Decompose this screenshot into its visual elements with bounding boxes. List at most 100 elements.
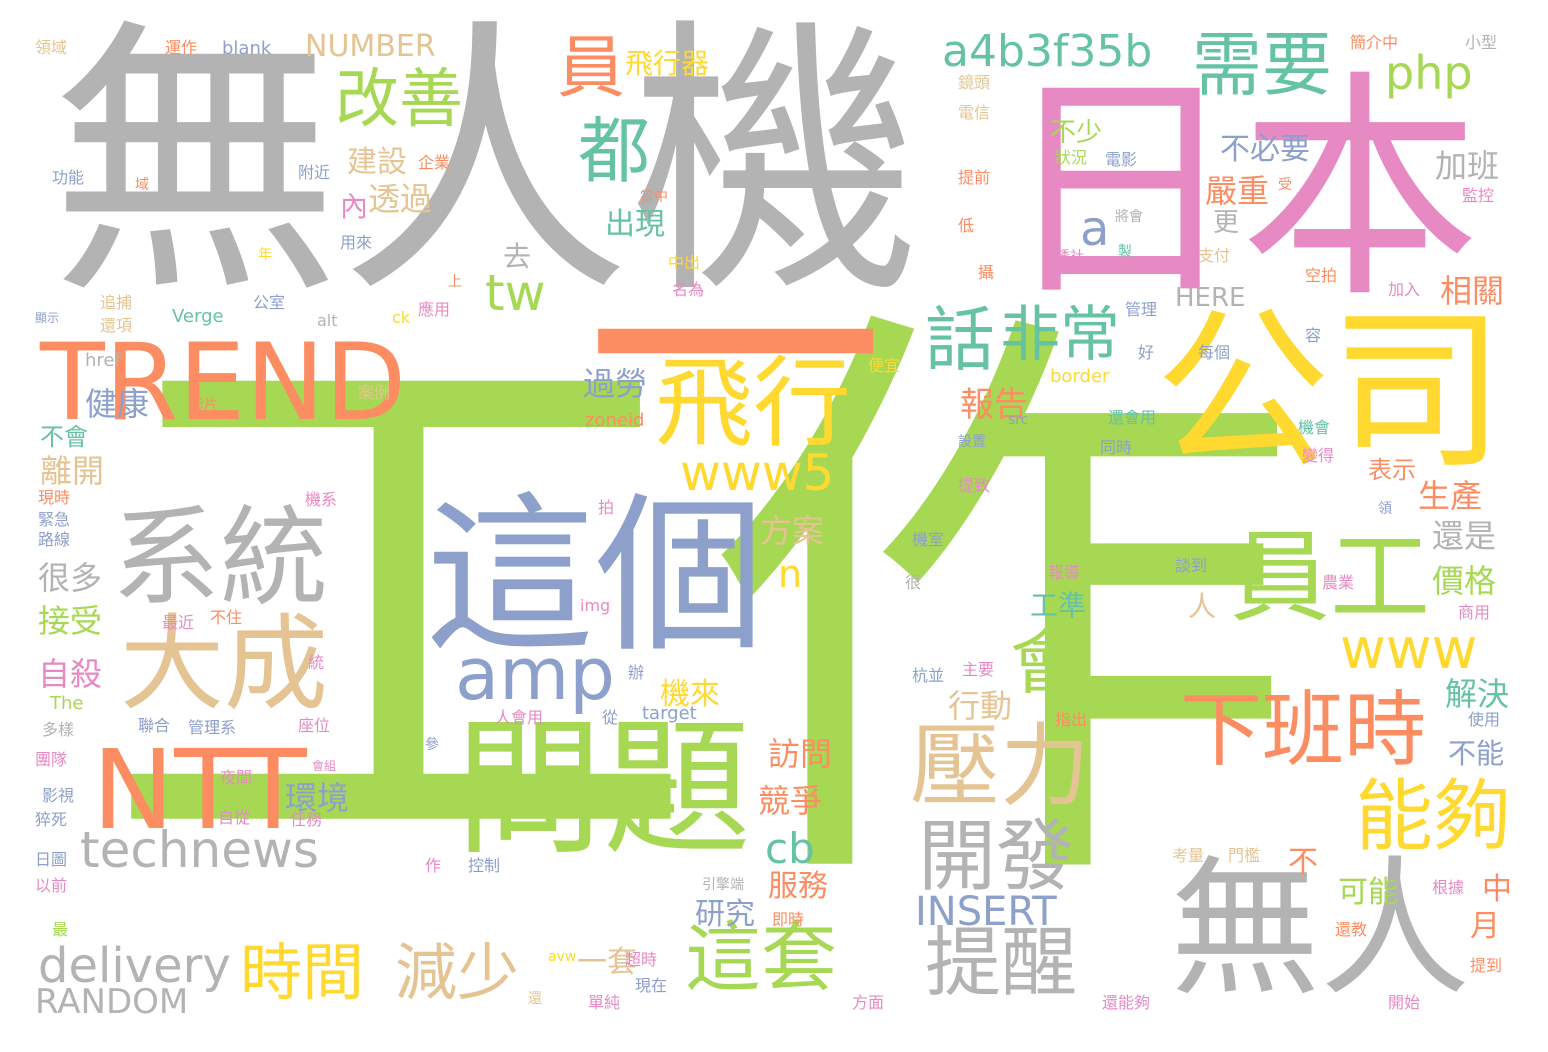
- word-企業: 企業: [418, 153, 451, 172]
- word-系統: 系統: [112, 496, 329, 621]
- word-ck: ck: [392, 308, 411, 327]
- word-日圖: 日圖: [35, 850, 68, 869]
- word-小型: 小型: [1465, 33, 1498, 52]
- word-會: 會: [1010, 622, 1080, 704]
- word-NTT: NTT: [92, 726, 307, 854]
- word-過勞: 過勞: [583, 365, 648, 403]
- word-統: 統: [308, 653, 325, 672]
- word-能夠: 能夠: [1355, 772, 1512, 862]
- word-technews: technews: [80, 821, 319, 879]
- word-a4b3f35b: a4b3f35b: [942, 26, 1153, 77]
- word-時間: 時間: [240, 936, 365, 1009]
- word-年: 年: [258, 247, 272, 263]
- word-還是: 還是: [1432, 517, 1497, 555]
- word-機來: 機來: [660, 677, 720, 712]
- word-緊急: 緊急: [38, 510, 71, 529]
- word-空拍: 空拍: [1305, 266, 1338, 285]
- word-大成: 大成: [120, 603, 329, 725]
- word-監控: 監控: [1462, 186, 1495, 205]
- word-員工: 員工: [1230, 519, 1430, 636]
- word-追捕: 追捕: [100, 293, 133, 312]
- word-還能夠: 還能夠: [1102, 993, 1151, 1012]
- word-www: www: [1340, 617, 1478, 682]
- word-提致: 提致: [958, 476, 991, 495]
- word-工作: 工作: [100, 260, 1300, 959]
- word-當中: 當中: [640, 189, 668, 205]
- word-指出: 指出: [1055, 710, 1088, 729]
- word-n: n: [778, 552, 803, 596]
- word-還: 還: [528, 991, 542, 1007]
- word-無人機: 無人機: [50, 0, 920, 333]
- word-非常: 非常: [1000, 300, 1120, 370]
- word-下班時: 下班時: [1180, 683, 1427, 778]
- word-猝死: 猝死: [35, 810, 68, 829]
- word-報導: 報導: [1048, 563, 1081, 582]
- word-報告: 報告: [960, 385, 1028, 425]
- word-從: 從: [602, 708, 619, 727]
- word-最近: 最近: [162, 613, 195, 632]
- word-解決: 解決: [1445, 675, 1510, 713]
- word-avw: avw: [548, 949, 577, 965]
- word-路透社: 路透社: [1042, 249, 1084, 265]
- word-功能: 功能: [52, 168, 85, 187]
- word-都: 都: [578, 109, 651, 193]
- word-一: 一: [585, 180, 885, 529]
- word-服務: 服務: [768, 869, 828, 904]
- word-顯示: 顯示: [35, 311, 60, 325]
- word-便宜: 便宜: [868, 356, 901, 375]
- word-座位: 座位: [298, 716, 331, 735]
- word-人會用: 人會用: [495, 708, 544, 727]
- word-即時: 即時: [772, 910, 805, 929]
- word-中出: 中出: [668, 253, 701, 272]
- word-設置: 設置: [958, 434, 986, 450]
- word-方案: 方案: [760, 512, 825, 550]
- word-可能: 可能: [1338, 875, 1398, 910]
- word-價格: 價格: [1432, 562, 1497, 600]
- word-提前: 提前: [958, 168, 991, 187]
- word-不: 不: [1288, 845, 1318, 880]
- word-不能: 不能: [1448, 737, 1505, 770]
- word-夜間: 夜間: [220, 768, 253, 787]
- word-border: border: [1050, 366, 1110, 387]
- word-大: 大: [935, 497, 964, 530]
- word-現時: 現時: [38, 488, 71, 507]
- word-飛行: 飛行: [655, 347, 852, 461]
- word-影視: 影視: [42, 786, 75, 805]
- word-The: The: [50, 693, 84, 714]
- word-生產: 生產: [1418, 477, 1483, 515]
- word-www5: www5: [680, 444, 835, 502]
- word-Verge: Verge: [172, 306, 224, 327]
- word-日本: 日本: [1000, 50, 1481, 330]
- word-以前: 以前: [35, 876, 68, 895]
- word-最: 最: [52, 920, 69, 939]
- word-壓力: 壓力: [910, 714, 1090, 819]
- word-zoneid: zoneid: [585, 410, 645, 431]
- word-鏡頭: 鏡頭: [958, 73, 991, 92]
- word-環境: 環境: [285, 779, 350, 817]
- word-不住: 不住: [210, 608, 243, 627]
- word-考量: 考量: [1172, 846, 1205, 865]
- word-href: href: [85, 350, 121, 371]
- word-問題: 問題: [455, 703, 751, 875]
- word-出現: 出現: [605, 207, 665, 242]
- word-透過: 透過: [368, 180, 433, 218]
- word-低: 低: [958, 216, 975, 235]
- word-用來: 用來: [340, 233, 373, 252]
- word-談到: 談到: [1175, 556, 1208, 575]
- word-超時: 超時: [625, 950, 658, 969]
- word-話: 話: [925, 299, 995, 381]
- word-員: 員: [557, 29, 626, 108]
- word-內: 內: [340, 190, 369, 223]
- word-開始: 開始: [1388, 993, 1421, 1012]
- word-簡介中: 簡介中: [1350, 33, 1399, 52]
- word-電影: 電影: [1105, 150, 1138, 169]
- word-blank: blank: [222, 38, 272, 59]
- word-建設: 建設: [347, 145, 407, 180]
- word-案例: 案例: [358, 383, 391, 402]
- word-行動: 行動: [948, 687, 1013, 725]
- word-受: 受: [1278, 177, 1292, 193]
- word-amp: amp: [455, 632, 615, 716]
- word-加入: 加入: [1388, 280, 1421, 299]
- word-去: 去: [503, 240, 532, 273]
- word-不必要: 不必要: [1220, 132, 1310, 167]
